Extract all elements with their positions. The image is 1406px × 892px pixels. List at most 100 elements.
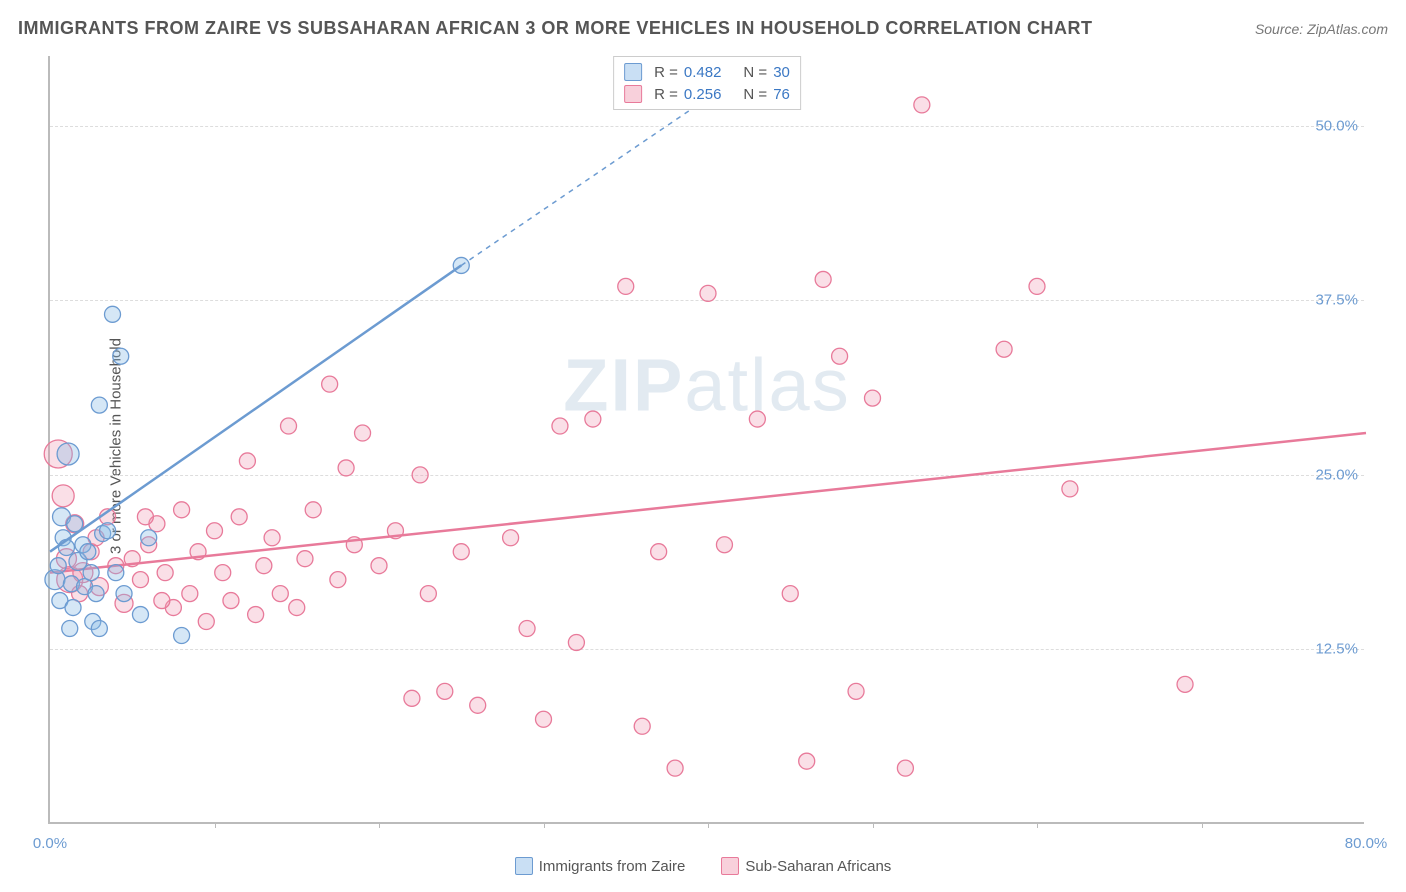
legend-swatch — [624, 63, 642, 81]
data-point — [453, 544, 469, 560]
source-text: Source: ZipAtlas.com — [1255, 21, 1388, 37]
x-minor-tick — [1037, 822, 1038, 828]
data-point — [618, 278, 634, 294]
series-legend: Immigrants from Zaire Sub-Saharan African… — [0, 857, 1406, 880]
data-point — [137, 509, 153, 525]
data-point — [404, 690, 420, 706]
data-point — [848, 683, 864, 699]
data-point — [157, 565, 173, 581]
legend-swatch — [721, 857, 739, 875]
data-point — [239, 453, 255, 469]
n-value: 76 — [773, 86, 790, 103]
data-point — [132, 572, 148, 588]
data-point — [272, 586, 288, 602]
x-minor-tick — [873, 822, 874, 828]
n-label: N = — [743, 64, 767, 81]
data-point — [182, 586, 198, 602]
data-point — [420, 586, 436, 602]
data-point — [519, 621, 535, 637]
legend-swatch — [515, 857, 533, 875]
plot-svg — [50, 56, 1364, 822]
data-point — [815, 271, 831, 287]
data-point — [88, 586, 104, 602]
correlation-legend: R = 0.482 N = 30 R = 0.256 N = 76 — [613, 56, 801, 110]
r-value: 0.482 — [684, 64, 722, 81]
r-label: R = — [654, 86, 678, 103]
data-point — [470, 697, 486, 713]
data-point — [503, 530, 519, 546]
data-point — [782, 586, 798, 602]
legend-item: Immigrants from Zaire — [515, 857, 686, 875]
data-point — [248, 607, 264, 623]
data-point — [634, 718, 650, 734]
data-point — [996, 341, 1012, 357]
data-point — [174, 502, 190, 518]
data-point — [1062, 481, 1078, 497]
legend-label: Immigrants from Zaire — [539, 858, 686, 875]
data-point — [281, 418, 297, 434]
data-point — [52, 485, 74, 507]
data-point — [897, 760, 913, 776]
data-point — [371, 558, 387, 574]
data-point — [264, 530, 280, 546]
x-minor-tick — [1202, 822, 1203, 828]
data-point — [198, 614, 214, 630]
data-point — [305, 502, 321, 518]
data-point — [154, 593, 170, 609]
data-point — [832, 348, 848, 364]
data-point — [437, 683, 453, 699]
x-minor-tick — [544, 822, 545, 828]
data-point — [338, 460, 354, 476]
data-point — [330, 572, 346, 588]
data-point — [116, 586, 132, 602]
data-point — [215, 565, 231, 581]
data-point — [174, 627, 190, 643]
data-point — [65, 600, 81, 616]
data-point — [651, 544, 667, 560]
chart-title: IMMIGRANTS FROM ZAIRE VS SUBSAHARAN AFRI… — [18, 18, 1093, 39]
data-point — [80, 544, 96, 560]
legend-item: Sub-Saharan Africans — [721, 857, 891, 875]
data-point — [568, 634, 584, 650]
data-point — [223, 593, 239, 609]
data-point — [412, 467, 428, 483]
data-point — [207, 523, 223, 539]
data-point — [58, 540, 74, 556]
plot-area: ZIPatlas R =0.482N =30R =0.256N =76 12.5… — [48, 56, 1364, 824]
data-point — [1177, 676, 1193, 692]
data-point — [536, 711, 552, 727]
data-point — [297, 551, 313, 567]
title-bar: IMMIGRANTS FROM ZAIRE VS SUBSAHARAN AFRI… — [18, 18, 1388, 39]
data-point — [91, 397, 107, 413]
x-minor-tick — [708, 822, 709, 828]
data-point — [289, 600, 305, 616]
data-point — [585, 411, 601, 427]
x-minor-tick — [379, 822, 380, 828]
data-point — [256, 558, 272, 574]
data-point — [141, 530, 157, 546]
data-point — [552, 418, 568, 434]
legend-swatch — [624, 85, 642, 103]
data-point — [62, 621, 78, 637]
data-point — [716, 537, 732, 553]
n-value: 30 — [773, 64, 790, 81]
data-point — [865, 390, 881, 406]
data-point — [799, 753, 815, 769]
r-value: 0.256 — [684, 86, 722, 103]
data-point — [355, 425, 371, 441]
legend-row: R =0.482N =30 — [624, 61, 790, 83]
data-point — [91, 621, 107, 637]
data-point — [700, 285, 716, 301]
data-point — [50, 558, 66, 574]
data-point — [132, 607, 148, 623]
data-point — [322, 376, 338, 392]
data-point — [914, 97, 930, 113]
data-point — [113, 348, 129, 364]
data-point — [667, 760, 683, 776]
data-point — [108, 565, 124, 581]
n-label: N = — [743, 86, 767, 103]
legend-row: R = 0.256 N = 76 — [624, 83, 790, 105]
x-tick-label: 0.0% — [33, 835, 67, 852]
data-point — [83, 565, 99, 581]
data-point — [1029, 278, 1045, 294]
